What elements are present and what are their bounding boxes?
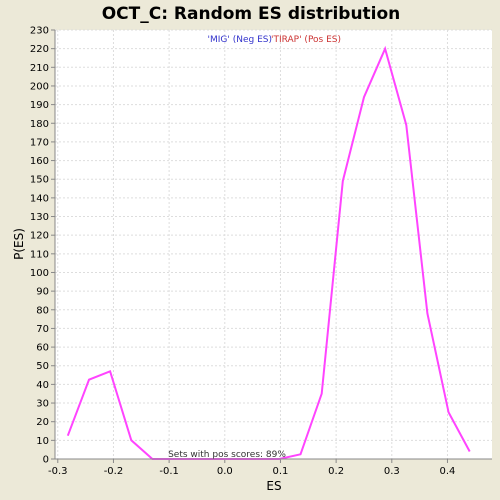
x-tick-label: 0.0 <box>217 466 233 477</box>
y-tick-label: 90 <box>36 287 49 298</box>
y-tick-label: 80 <box>36 305 49 316</box>
y-tick-label: 210 <box>30 63 49 74</box>
plot-area <box>55 30 492 459</box>
y-tick-label: 0 <box>43 455 49 466</box>
x-tick-label: 0.4 <box>440 466 456 477</box>
neg-es-label: 'MIG' (Neg ES) <box>208 35 272 45</box>
y-tick-label: 30 <box>36 399 49 410</box>
pos-es-label: 'TIRAP' (Pos ES) <box>271 35 341 45</box>
y-tick-label: 130 <box>30 212 49 223</box>
y-tick-label: 150 <box>30 175 49 186</box>
x-axis-ticks: -0.3 -0.2 -0.1 0.0 0.1 0.2 0.3 0.4 <box>48 459 455 477</box>
grid <box>55 29 492 460</box>
x-axis-label: ES <box>266 479 281 493</box>
y-tick-label: 220 <box>30 44 49 55</box>
y-tick-label: 140 <box>30 193 49 204</box>
x-tick-label: -0.1 <box>159 466 179 477</box>
y-tick-label: 200 <box>30 81 49 92</box>
x-tick-label: -0.2 <box>104 466 124 477</box>
chart-title: OCT_C: Random ES distribution <box>102 4 401 24</box>
y-tick-label: 10 <box>36 436 49 447</box>
y-tick-label: 50 <box>36 361 49 372</box>
y-tick-label: 100 <box>30 268 49 279</box>
y-tick-label: 40 <box>36 380 49 391</box>
y-tick-label: 60 <box>36 343 49 354</box>
y-tick-label: 190 <box>30 100 49 111</box>
pos-scores-footer: Sets with pos scores: 89% <box>168 450 286 460</box>
y-tick-label: 180 <box>30 119 49 130</box>
x-tick-label: -0.3 <box>48 466 68 477</box>
x-tick-label: 0.2 <box>328 466 344 477</box>
x-tick-label: 0.1 <box>273 466 289 477</box>
y-tick-label: 170 <box>30 137 49 148</box>
y-axis-ticks: 0 10 20 30 40 50 60 70 80 90 100 110 120 130 140 150 160… <box>30 26 55 466</box>
y-tick-label: 110 <box>30 249 49 260</box>
y-tick-label: 20 <box>36 417 49 428</box>
y-tick-label: 70 <box>36 324 49 335</box>
y-axis-label: P(ES) <box>12 228 26 260</box>
y-tick-label: 120 <box>30 231 49 242</box>
y-tick-label: 230 <box>30 26 49 37</box>
y-tick-label: 160 <box>30 156 49 167</box>
x-tick-label: 0.3 <box>384 466 400 477</box>
